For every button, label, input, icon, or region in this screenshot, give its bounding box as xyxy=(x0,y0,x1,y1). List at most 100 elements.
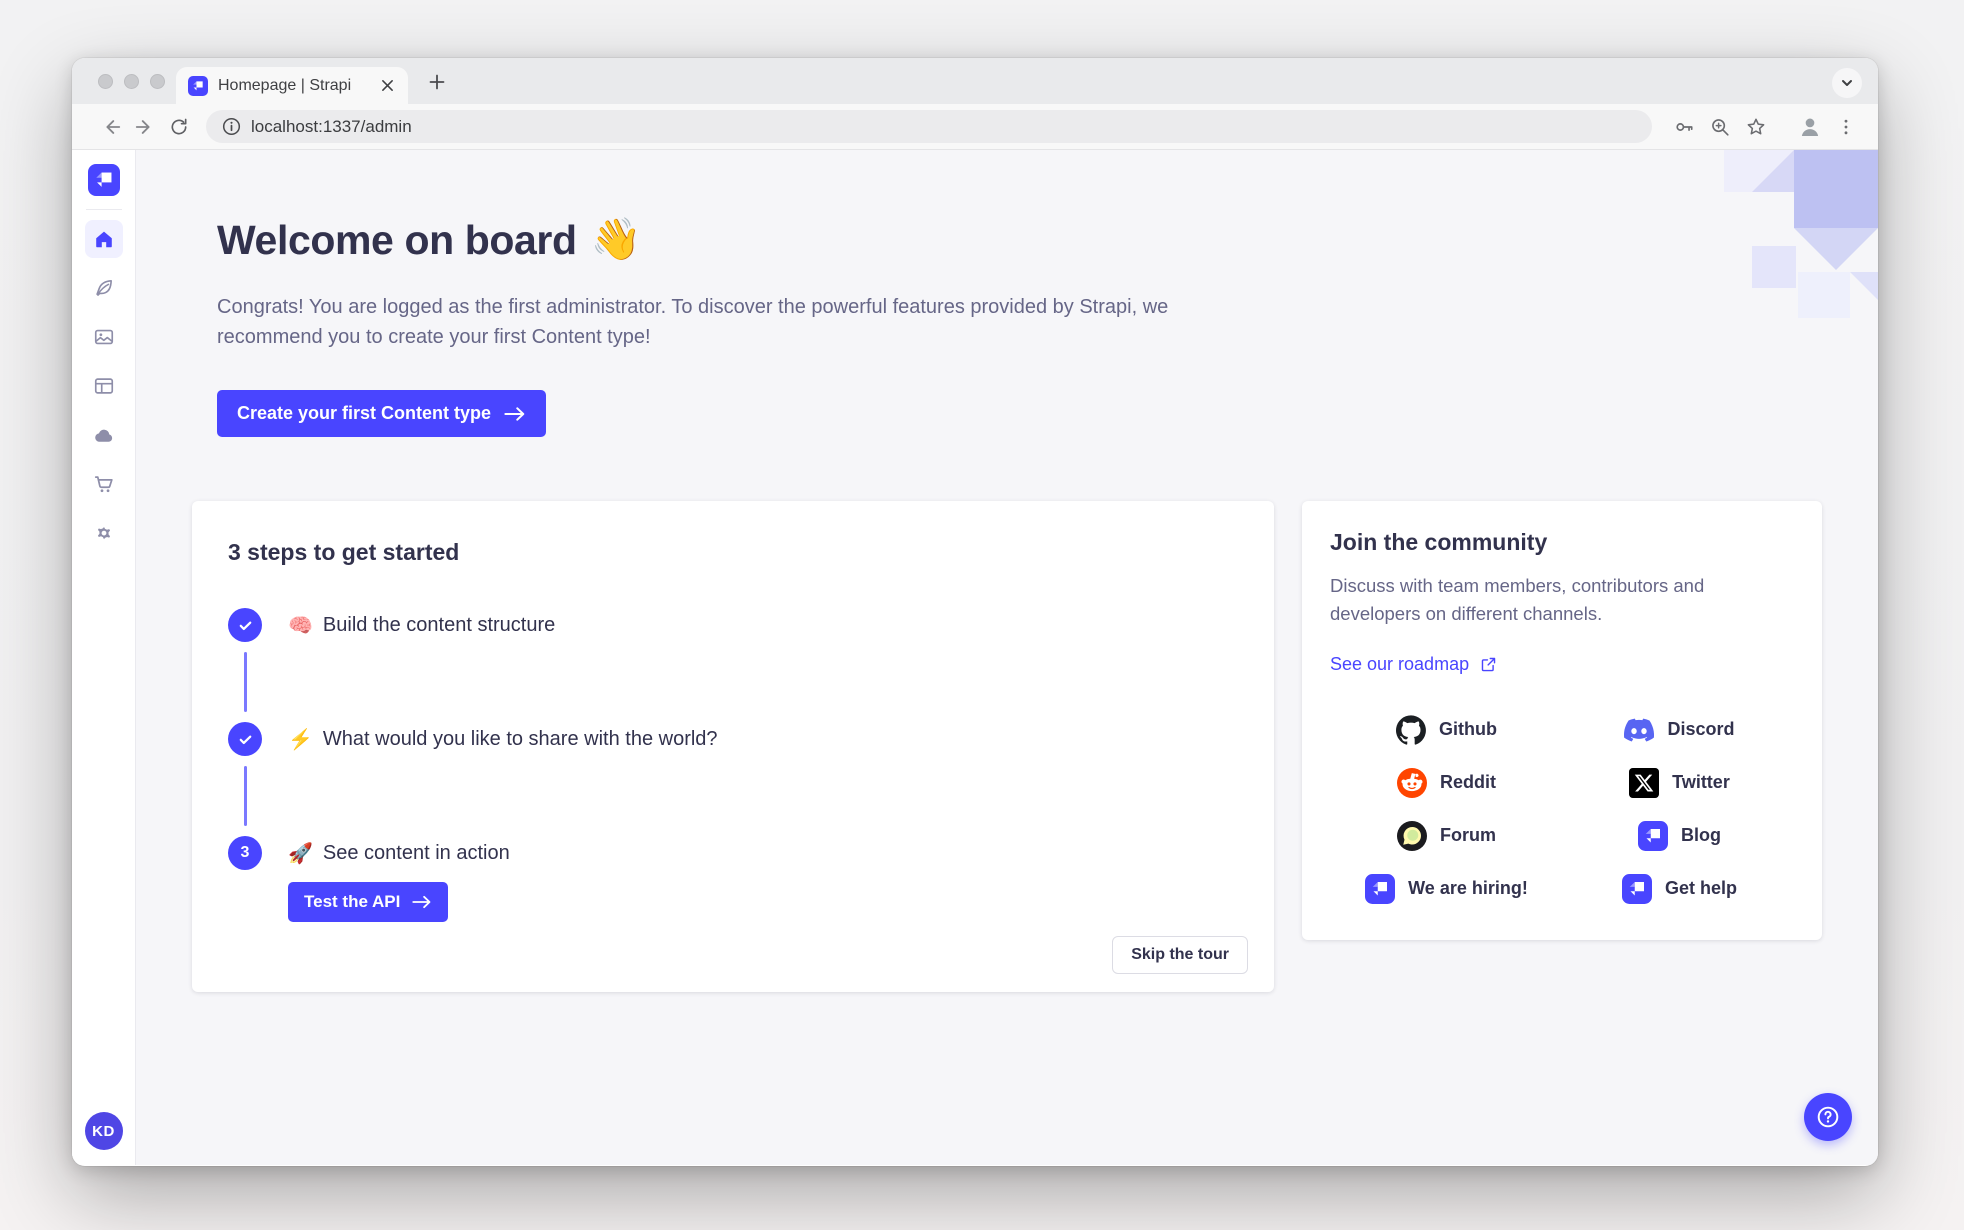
kebab-menu-icon xyxy=(1844,119,1848,134)
steps-card-title: 3 steps to get started xyxy=(228,539,460,565)
community-link-label: Github xyxy=(1439,719,1497,739)
roadmap-link[interactable]: See our roadmap xyxy=(1330,654,1497,675)
strapi-admin-app: KD Welcome on board 👋 Congrats! You are l… xyxy=(72,150,1878,1165)
sidebar-item-content-manager[interactable] xyxy=(85,269,123,307)
twitter-x-icon xyxy=(1629,767,1660,798)
step-3-title[interactable]: 🚀 See content in action xyxy=(288,841,510,866)
sidebar-nav xyxy=(84,220,123,552)
community-description: Discuss with team members, contributors … xyxy=(1330,575,1705,624)
help-button[interactable] xyxy=(1804,1093,1852,1141)
cloud-icon xyxy=(95,429,113,442)
intro-text: Congrats! You are logged as the first ad… xyxy=(217,296,1169,348)
check-icon xyxy=(239,735,251,744)
discourse-forum-icon xyxy=(1397,820,1427,851)
new-tab-button[interactable] xyxy=(422,67,452,97)
community-link-label: Forum xyxy=(1440,825,1496,845)
close-window-button[interactable] xyxy=(98,74,113,89)
strapi-icon xyxy=(1621,873,1652,904)
star-icon xyxy=(1747,118,1765,134)
step-connector xyxy=(243,652,247,712)
zoom-page-button[interactable] xyxy=(1704,111,1736,143)
profile-avatar-icon xyxy=(1801,118,1819,136)
reddit-icon xyxy=(1397,767,1427,798)
browser-tab[interactable]: Homepage | Strapi xyxy=(176,67,408,104)
community-link-label: Reddit xyxy=(1440,772,1496,792)
bookmark-star-button[interactable] xyxy=(1740,111,1772,143)
discord-icon xyxy=(1624,718,1655,741)
sidebar-item-home[interactable] xyxy=(84,220,123,258)
fullscreen-window-button[interactable] xyxy=(150,74,165,89)
tab-search-button[interactable] xyxy=(1832,68,1862,98)
sidebar-item-marketplace[interactable] xyxy=(85,465,123,503)
step-1-body: 🧠 Build the content structure xyxy=(288,608,555,722)
community-link-blog[interactable]: Blog xyxy=(1638,820,1721,851)
community-link-label: Twitter xyxy=(1672,772,1730,792)
site-info-icon[interactable] xyxy=(222,117,241,136)
skip-tour-button[interactable]: Skip the tour xyxy=(1112,936,1248,974)
browser-window: Homepage | Strapi xyxy=(72,58,1878,1166)
layout-icon xyxy=(94,378,113,394)
reload-icon xyxy=(171,118,187,134)
magnifier-plus-icon xyxy=(1712,118,1729,136)
media-images-icon xyxy=(94,329,113,345)
step-2: ⚡ What would you like to share with the w… xyxy=(228,722,1234,836)
step-3-number-circle: 3 xyxy=(228,836,262,870)
step-1-emoji: 🧠 xyxy=(288,615,313,637)
step-3-emoji: 🚀 xyxy=(288,843,313,865)
password-key-button[interactable] xyxy=(1668,111,1700,143)
step-1: 🧠 Build the content structure xyxy=(228,608,1234,722)
window-controls xyxy=(98,74,165,89)
gear-icon xyxy=(97,526,110,540)
browser-menu-button[interactable] xyxy=(1830,111,1862,143)
forward-button[interactable] xyxy=(128,110,162,144)
step-1-check-circle xyxy=(228,608,262,642)
community-links-grid: Github Discord Reddit xyxy=(1330,714,1796,904)
steps-card: 3 steps to get started � xyxy=(192,501,1274,992)
community-link-reddit[interactable]: Reddit xyxy=(1397,767,1496,798)
minimize-window-button[interactable] xyxy=(124,74,139,89)
test-api-button[interactable]: Test the API xyxy=(288,882,449,922)
step-2-label: What would you like to share with the wo… xyxy=(322,728,718,750)
community-link-forum[interactable]: Forum xyxy=(1397,820,1496,851)
community-link-twitter[interactable]: Twitter xyxy=(1629,767,1730,798)
user-avatar[interactable]: KD xyxy=(84,1112,123,1150)
url-bar[interactable]: localhost:1337/admin xyxy=(206,110,1652,143)
step-1-title[interactable]: 🧠 Build the content structure xyxy=(288,613,555,638)
community-title: Join the community xyxy=(1330,529,1548,555)
reload-button[interactable] xyxy=(162,110,196,144)
community-link-get-help[interactable]: Get help xyxy=(1621,873,1737,904)
feather-icon xyxy=(95,280,112,296)
question-circle-icon xyxy=(1817,1106,1839,1128)
community-link-label: Blog xyxy=(1681,825,1721,845)
steps-list: 🧠 Build the content structure xyxy=(228,608,1234,922)
step-connector xyxy=(243,766,247,826)
community-link-hiring[interactable]: We are hiring! xyxy=(1365,873,1528,904)
sidebar-item-settings[interactable] xyxy=(85,514,123,552)
wave-emoji: 👋 xyxy=(590,216,642,262)
browser-toolbar: localhost:1337/admin xyxy=(72,104,1878,150)
create-content-type-button[interactable]: Create your first Content type xyxy=(217,390,547,437)
browser-profile-button[interactable] xyxy=(1794,111,1826,143)
step-2-emoji: ⚡ xyxy=(288,729,313,751)
strapi-logo-icon[interactable] xyxy=(87,164,120,196)
community-link-github[interactable]: Github xyxy=(1396,714,1497,745)
step-3-rail: 3 xyxy=(228,836,262,922)
hero-section: Welcome on board 👋 Congrats! You are logg… xyxy=(136,150,1878,437)
arrow-right-icon xyxy=(504,406,525,421)
chevron-down-icon xyxy=(1842,80,1852,86)
back-button[interactable] xyxy=(94,110,128,144)
step-2-title[interactable]: ⚡ What would you like to share with the w… xyxy=(288,727,718,752)
community-link-discord[interactable]: Discord xyxy=(1624,715,1735,745)
sidebar-item-content-type-builder[interactable] xyxy=(85,367,123,405)
step-3: 3 🚀 See content in action Test the API xyxy=(228,836,1234,922)
close-tab-icon[interactable] xyxy=(376,75,398,97)
sidebar-item-cloud[interactable] xyxy=(85,416,123,454)
community-link-label: We are hiring! xyxy=(1408,878,1528,898)
step-2-body: ⚡ What would you like to share with the w… xyxy=(288,722,718,836)
url-text: localhost:1337/admin xyxy=(251,116,412,136)
external-link-icon xyxy=(1481,657,1496,671)
sidebar-item-media-library[interactable] xyxy=(85,318,123,356)
page-title-text: Welcome on board xyxy=(217,216,577,263)
step-3-body: 🚀 See content in action Test the API xyxy=(288,836,510,922)
check-icon xyxy=(239,621,251,630)
